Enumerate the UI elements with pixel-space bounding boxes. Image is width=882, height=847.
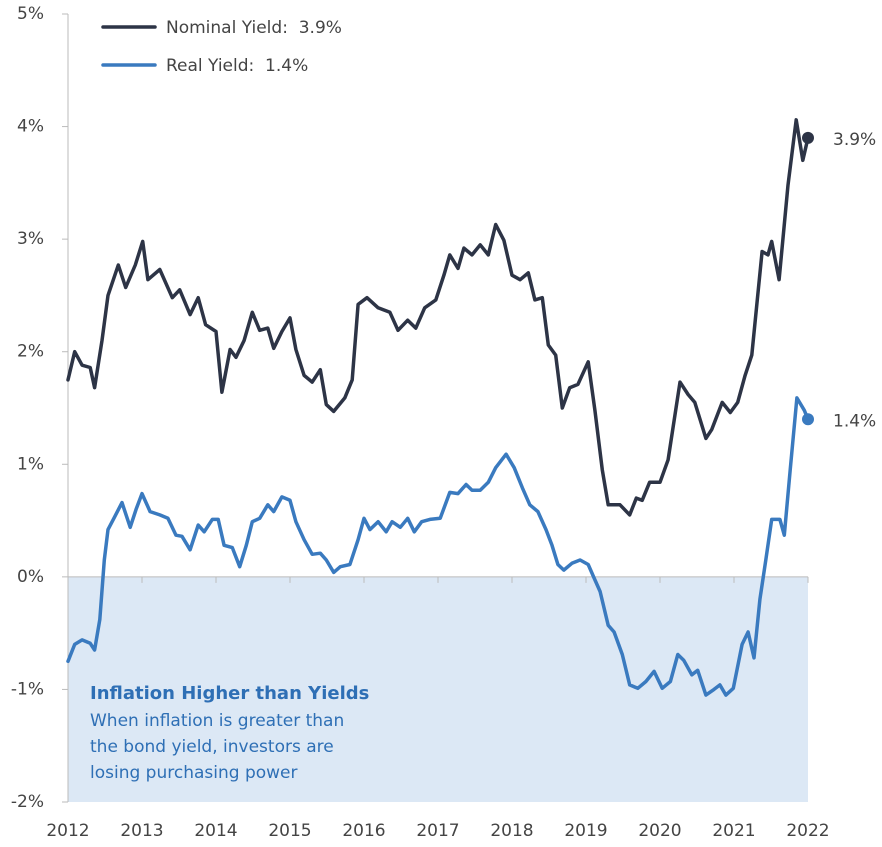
y-tick-label: 5% — [17, 4, 44, 24]
x-tick-label: 2021 — [712, 821, 755, 841]
y-tick-label: 3% — [17, 229, 44, 249]
y-tick-label: 1% — [17, 454, 44, 474]
x-tick-label: 2015 — [268, 821, 311, 841]
end-label: 3.9% — [833, 130, 876, 150]
x-tick-label: 2013 — [120, 821, 163, 841]
annotation-line: When inflation is greater than — [90, 711, 344, 731]
y-tick-label: -2% — [11, 792, 44, 812]
x-tick-label: 2019 — [564, 821, 607, 841]
x-tick-label: 2016 — [342, 821, 385, 841]
negative-region — [68, 576, 808, 802]
legend-label: Nominal Yield: 3.9% — [166, 18, 342, 38]
x-tick-label: 2018 — [490, 821, 533, 841]
series-line — [66, 118, 810, 517]
x-tick-label: 2020 — [638, 821, 681, 841]
end-point — [802, 413, 814, 426]
legend-label: Real Yield: 1.4% — [166, 56, 308, 76]
x-tick-label: 2017 — [416, 821, 459, 841]
x-tick-label: 2014 — [194, 821, 237, 841]
y-tick-label: -1% — [11, 679, 44, 699]
y-tick-label: 4% — [17, 117, 44, 137]
end-label: 1.4% — [833, 411, 876, 431]
end-point — [802, 131, 814, 144]
x-tick-label: 2012 — [46, 821, 89, 841]
annotation-title: Inflation Higher than Yields — [90, 683, 369, 704]
x-tick-label: 2022 — [786, 821, 829, 841]
series-line — [66, 396, 810, 697]
annotation-line: the bond yield, investors are — [90, 737, 334, 757]
y-tick-label: 0% — [17, 567, 44, 587]
annotation-line: losing purchasing power — [90, 763, 298, 783]
y-tick-label: 2% — [17, 342, 44, 362]
